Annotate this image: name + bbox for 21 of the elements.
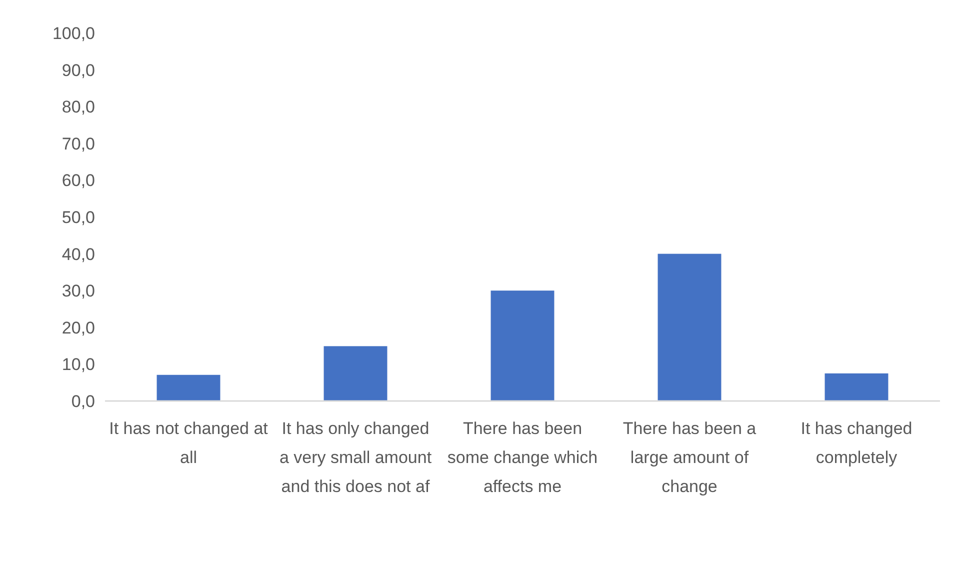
bar: [156, 374, 220, 401]
bar: [324, 346, 388, 401]
y-tick-label: 50,0: [62, 208, 95, 227]
x-tick-label: It has changed completely: [800, 418, 912, 467]
bar: [658, 254, 722, 401]
y-tick-label: 80,0: [62, 98, 95, 117]
y-tick-label: 10,0: [62, 355, 95, 374]
y-tick-label: 70,0: [62, 134, 95, 154]
bar: [490, 290, 554, 401]
y-tick-label: 90,0: [62, 60, 95, 80]
bar: [824, 373, 888, 401]
y-tick-label: 30,0: [62, 282, 95, 301]
x-tick-label: It has only changed a very small amount and this does not af: [279, 418, 432, 496]
y-tick-label: 20,0: [62, 318, 95, 338]
y-tick-label: 100,0: [52, 24, 95, 43]
x-tick-label: There has been a large amount of change: [622, 418, 757, 496]
y-tick-label: 60,0: [62, 171, 95, 190]
x-tick-label: It has not changed at all: [109, 418, 268, 467]
y-tick-label: 40,0: [62, 244, 95, 264]
x-tick-label: There has been some change which affects me: [447, 418, 598, 496]
y-tick-label: 0,0: [71, 392, 95, 411]
